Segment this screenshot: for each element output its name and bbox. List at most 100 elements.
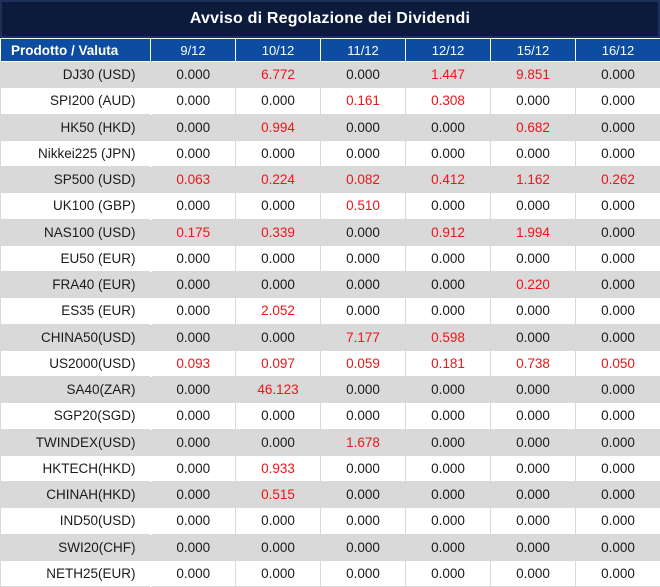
dividend-value-cell: 0.097 [235, 349, 321, 378]
dividend-value-cell: 0.082 [320, 165, 406, 194]
product-cell: US2000(USD) [0, 349, 152, 378]
dividend-value-cell: 0.000 [320, 507, 406, 535]
dividend-value-cell: 0.000 [575, 323, 660, 351]
table-row: US2000(USD) 0.093 0.097 0.059 0.181 0.738 0.05… [0, 349, 660, 378]
dividend-value-cell: 0.000 [150, 139, 236, 168]
dividend-value-cell: 0.000 [150, 323, 236, 351]
dividend-value-cell: 0.308 [405, 87, 491, 115]
table-row: CHINA50(USD) 0.000 0.000 7.177 0.598 0.000 0.0… [0, 323, 660, 351]
dividend-value-cell: 0.000 [320, 139, 406, 168]
dividend-value-cell: 0.000 [235, 139, 321, 168]
table-row: Nikkei225 (JPN) 0.000 0.000 0.000 0.000 0.000… [0, 139, 660, 168]
dividend-value-cell: 0.000 [575, 480, 660, 509]
dividend-value-cell: 0.000 [490, 87, 576, 115]
product-cell: SGP20(SGD) [0, 402, 152, 430]
dividend-value-cell: 0.000 [405, 375, 491, 404]
dividend-value-cell: 0.161 [320, 87, 406, 115]
dividend-value-cell: 0.224 [235, 165, 321, 194]
dividend-value-cell: 0.000 [490, 297, 576, 325]
dividend-value-cell: 0.093 [150, 349, 236, 378]
dividend-value-cell: 0.000 [490, 428, 576, 456]
dividend-value-cell: 0.000 [150, 533, 236, 561]
dividend-value-cell: 0.000 [150, 297, 236, 325]
product-cell: DJ30 (USD) [0, 60, 152, 89]
dividend-value-cell: 1.447 [405, 60, 491, 89]
column-header-date: 10/12 [235, 38, 321, 62]
dividend-value-cell: 0.000 [150, 559, 236, 587]
dividend-value-cell: 0.000 [405, 297, 491, 325]
dividend-value-cell: 0.063 [150, 165, 236, 194]
dividend-value-cell: 1.678 [320, 428, 406, 456]
dividend-value-cell: 0.000 [320, 297, 406, 325]
dividend-value-cell: 0.000 [320, 454, 406, 483]
dividend-value-cell: 0.220 [490, 270, 576, 299]
dividend-value-cell: 0.000 [150, 454, 236, 483]
dividend-value-cell: 0.000 [575, 428, 660, 456]
dividend-value-cell: 0.059 [320, 349, 406, 378]
dividend-value-cell: 0.000 [575, 559, 660, 587]
dividend-value-cell: 0.000 [405, 480, 491, 509]
dividend-value-cell: 0.000 [405, 244, 491, 273]
table-row: FRA40 (EUR) 0.000 0.000 0.000 0.000 0.220 0.00… [0, 270, 660, 299]
dividend-value-cell: 0.000 [405, 454, 491, 483]
dividend-value-cell: 0.598 [405, 323, 491, 351]
product-cell: HKTECH(HKD) [0, 454, 152, 483]
dividend-value-cell: 0.000 [235, 402, 321, 430]
dividend-value-cell: 0.000 [575, 244, 660, 273]
dividend-value-cell: 1.162 [490, 165, 576, 194]
product-cell: SA40(ZAR) [0, 375, 152, 404]
dividend-value-cell: 0.000 [405, 559, 491, 587]
dividend-value-cell: 0.000 [235, 428, 321, 456]
dividend-value-cell: 0.000 [490, 323, 576, 351]
dividend-value-cell: 0.000 [490, 559, 576, 587]
dividend-value-cell: 0.000 [320, 402, 406, 430]
dividend-value-cell: 0.000 [320, 375, 406, 404]
dividend-value-cell: 0.000 [575, 192, 660, 220]
product-cell: CHINA50(USD) [0, 323, 152, 351]
dividend-value-cell: 0.000 [235, 87, 321, 115]
table-row: SP500 (USD) 0.063 0.224 0.082 0.412 1.162 0.26… [0, 165, 660, 194]
dividend-value-cell: 0.000 [405, 192, 491, 220]
dividend-value-cell: 0.000 [150, 113, 236, 141]
dividend-value-cell: 0.000 [575, 218, 660, 246]
dividend-value-cell: 0.000 [235, 507, 321, 535]
dividend-value-cell: 0.262 [575, 165, 660, 194]
dividend-value-cell: 7.177 [320, 323, 406, 351]
product-cell: CHINAH(HKD) [0, 480, 152, 509]
dividend-value-cell: 0.000 [150, 480, 236, 509]
dividend-value-cell: 0.000 [320, 533, 406, 561]
dividend-value-cell: 0.412 [405, 165, 491, 194]
table-row: DJ30 (USD) 0.000 6.772 0.000 1.447 9.851 0.000 [0, 60, 660, 89]
table-row: SA40(ZAR) 0.000 46.123 0.000 0.000 0.000 0.000 [0, 375, 660, 404]
dividend-value-cell: 0.000 [575, 402, 660, 430]
product-cell: EU50 (EUR) [0, 244, 152, 273]
dividend-value-cell: 0.000 [320, 559, 406, 587]
dividend-value-cell: 0.682 [490, 113, 576, 141]
dividend-value-cell: 0.000 [490, 192, 576, 220]
dividend-value-cell: 0.000 [575, 60, 660, 89]
dividend-value-cell: 0.000 [575, 297, 660, 325]
dividend-value-cell: 0.000 [150, 375, 236, 404]
product-cell: ES35 (EUR) [0, 297, 152, 325]
dividend-value-cell: 0.000 [235, 270, 321, 299]
dividend-value-cell: 0.000 [490, 402, 576, 430]
dividend-value-cell: 0.000 [150, 244, 236, 273]
dividend-value-cell: 0.000 [320, 244, 406, 273]
column-header-date: 16/12 [575, 38, 660, 62]
dividend-value-cell: 0.000 [320, 113, 406, 141]
dividend-value-cell: 0.181 [405, 349, 491, 378]
dividend-value-cell: 0.000 [490, 454, 576, 483]
dividend-value-cell: 0.000 [575, 507, 660, 535]
panel-title: Avviso di Regolazione dei Dividendi [0, 0, 660, 38]
dividend-value-cell: 0.175 [150, 218, 236, 246]
dividend-value-cell: 0.000 [320, 480, 406, 509]
column-header-date: 9/12 [150, 38, 236, 62]
dividend-table: Prodotto / Valuta 9/12 10/12 11/12 12/12 15/… [0, 38, 660, 587]
dividend-value-cell: 1.994 [490, 218, 576, 246]
dividend-value-cell: 6.772 [235, 60, 321, 89]
table-row: SGP20(SGD) 0.000 0.000 0.000 0.000 0.000 0.000 [0, 402, 660, 430]
table-row: NAS100 (USD) 0.175 0.339 0.000 0.912 1.994 0.0… [0, 218, 660, 246]
product-cell: IND50(USD) [0, 507, 152, 535]
dividend-value-cell: 0.912 [405, 218, 491, 246]
table-row: HKTECH(HKD) 0.000 0.933 0.000 0.000 0.000 0.00… [0, 454, 660, 483]
